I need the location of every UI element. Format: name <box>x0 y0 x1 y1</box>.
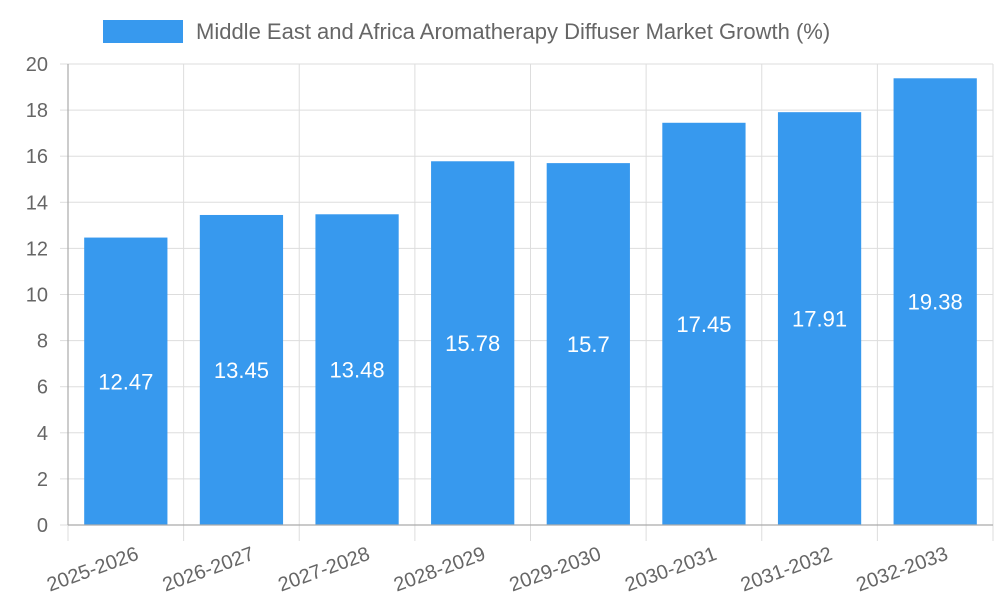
bar <box>84 237 168 525</box>
y-tick-label: 0 <box>37 515 48 537</box>
bar <box>431 161 515 525</box>
x-tick-label: 2025-2026 <box>44 543 141 596</box>
y-tick-label: 8 <box>37 331 48 353</box>
data-label: 15.78 <box>445 331 500 356</box>
y-tick-label: 20 <box>26 54 48 76</box>
data-label: 13.45 <box>214 358 269 383</box>
y-tick-label: 14 <box>26 192 48 214</box>
bar <box>777 112 862 525</box>
axes <box>67 64 993 526</box>
y-tick-label: 12 <box>26 238 48 260</box>
legend-swatch <box>103 20 183 43</box>
data-label: 12.47 <box>98 369 153 394</box>
legend-label: Middle East and Africa Aromatherapy Diff… <box>196 19 830 44</box>
x-tick-label: 2029-2030 <box>507 543 604 596</box>
data-label: 15.7 <box>567 332 610 357</box>
data-label: 17.45 <box>676 312 731 337</box>
bar <box>546 163 630 526</box>
bar <box>199 214 284 526</box>
x-tick-label: 2026-2027 <box>160 543 257 596</box>
data-label: 17.91 <box>792 307 847 332</box>
data-label: 13.48 <box>330 358 385 383</box>
x-tick-label: 2031-2032 <box>738 543 835 596</box>
x-tick-label: 2028-2029 <box>391 543 488 596</box>
y-tick-label: 16 <box>26 146 48 168</box>
y-tick-label: 6 <box>37 377 48 399</box>
y-tick-label: 2 <box>37 469 48 491</box>
data-label: 19.38 <box>908 290 963 315</box>
bars <box>84 78 977 526</box>
x-tick-label: 2030-2031 <box>622 543 719 596</box>
y-tick-label: 10 <box>26 285 48 307</box>
bar <box>662 122 746 525</box>
bar <box>893 78 977 525</box>
legend: Middle East and Africa Aromatherapy Diff… <box>103 19 830 44</box>
x-tick-label: 2032-2033 <box>853 543 950 596</box>
x-tick-label: 2027-2028 <box>275 543 372 596</box>
bar <box>315 214 399 525</box>
y-tick-label: 4 <box>37 423 48 445</box>
y-tick-label: 18 <box>26 100 48 122</box>
